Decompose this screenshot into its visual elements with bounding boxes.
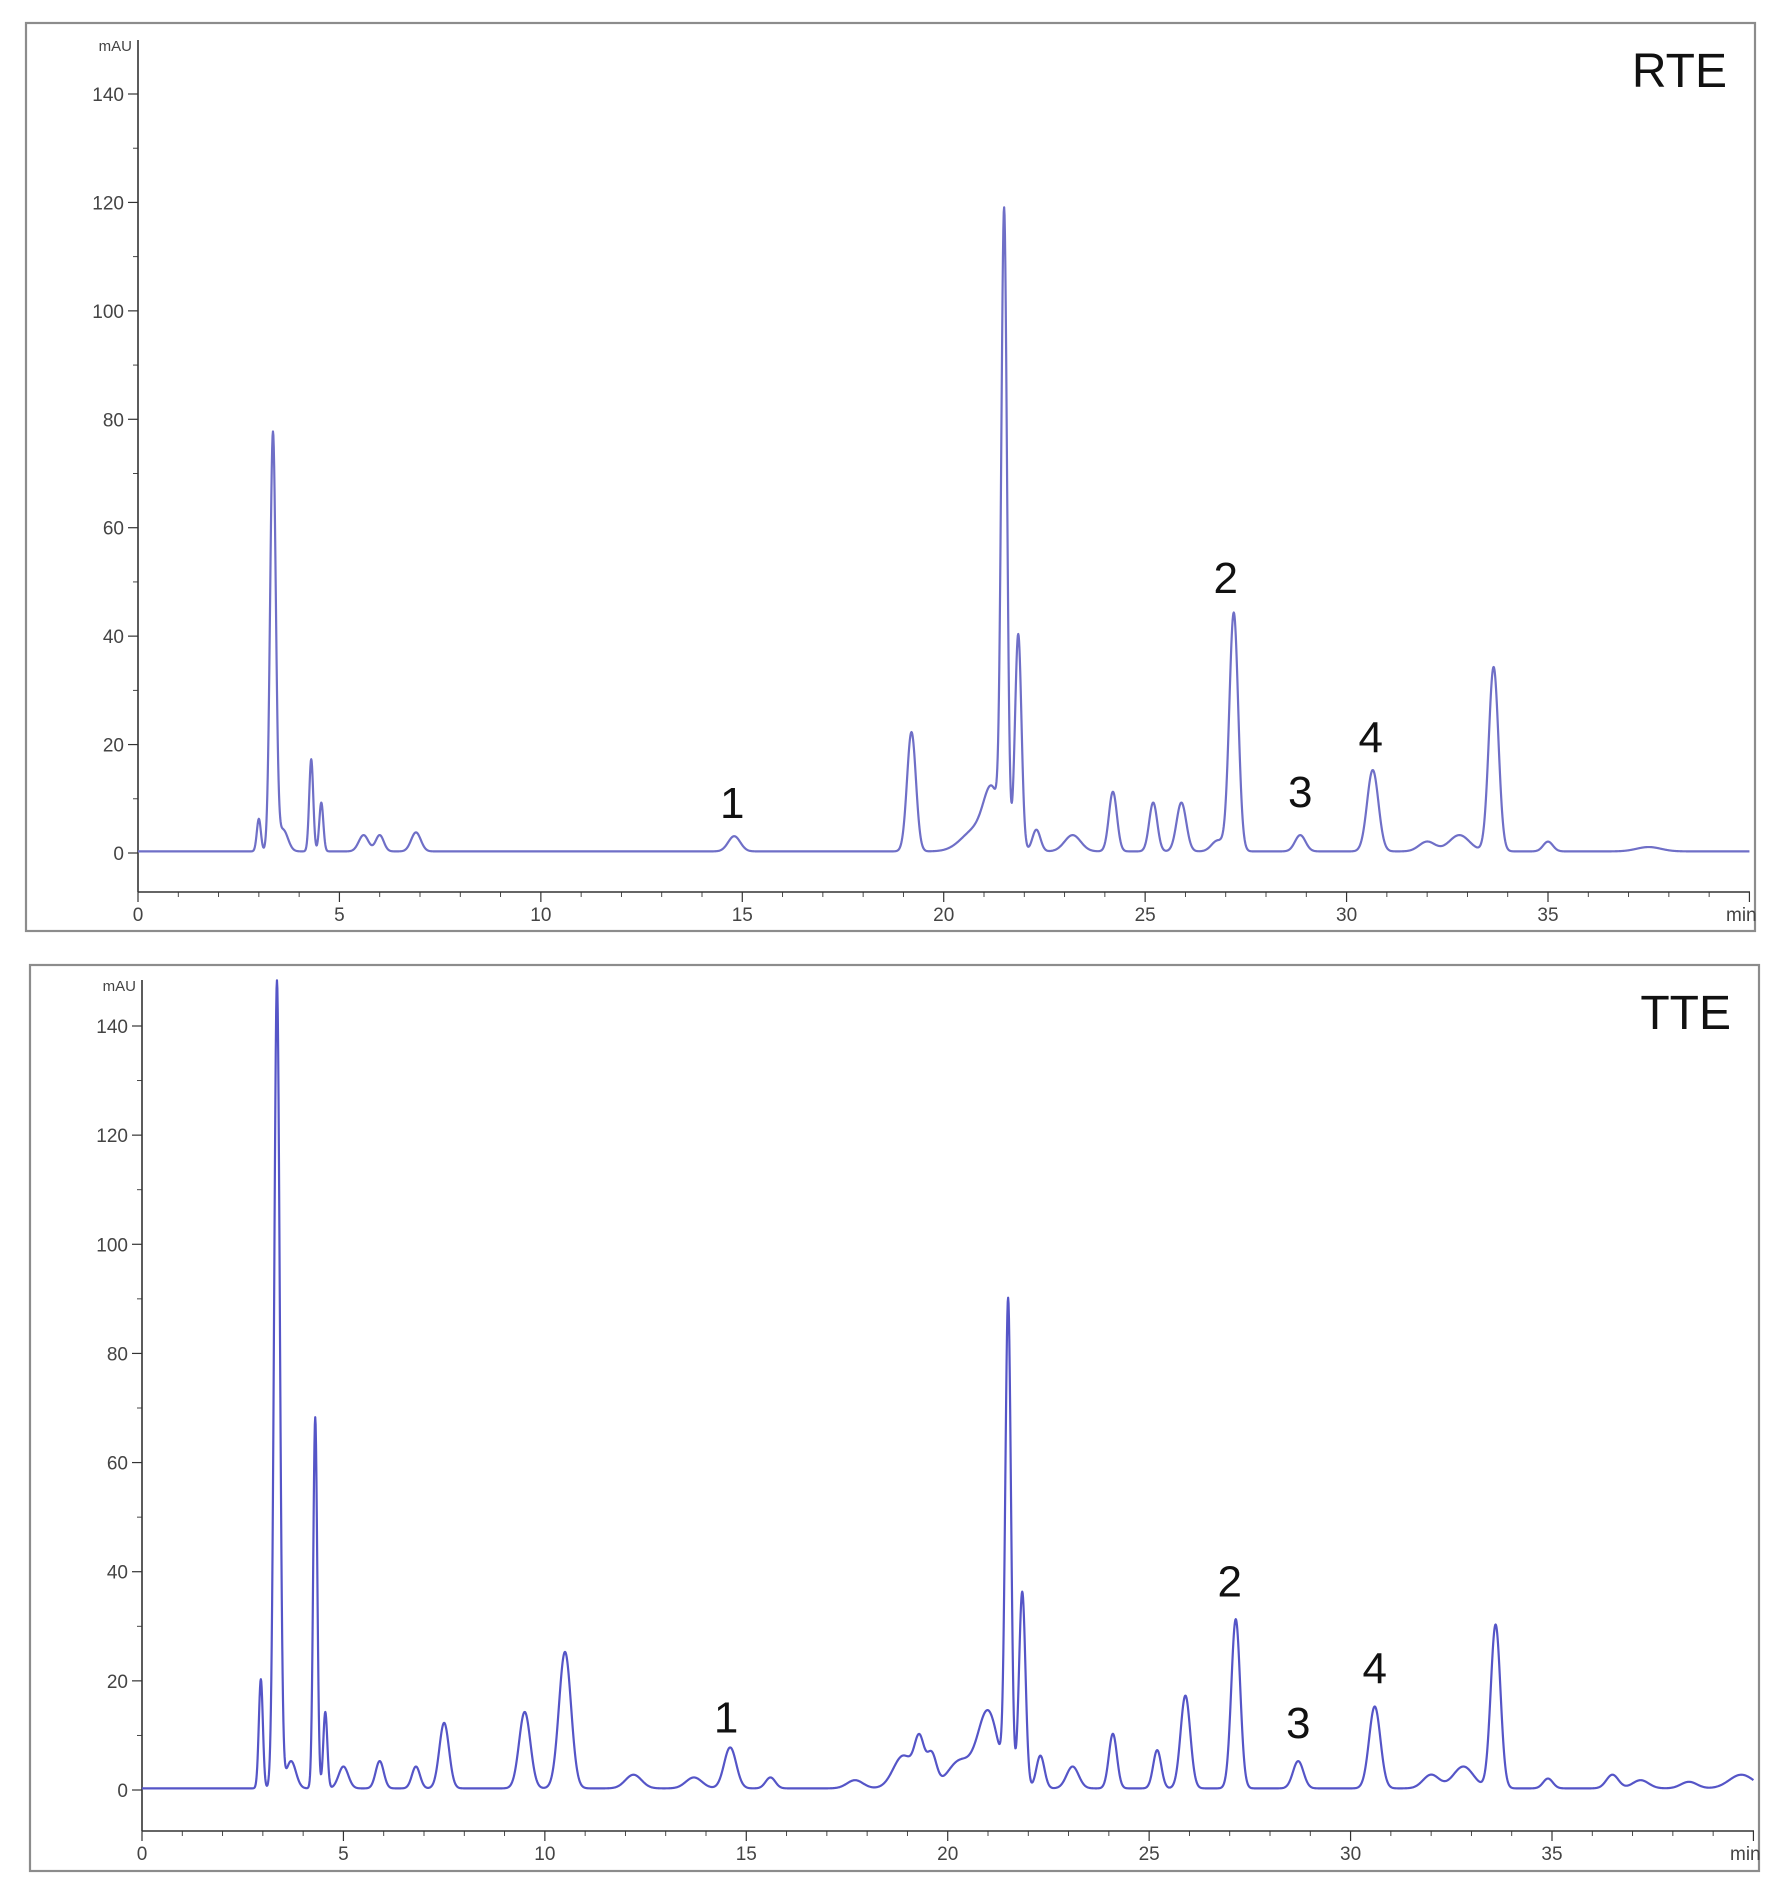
x-tick-label: 5 <box>338 1844 349 1865</box>
y-tick-label: 60 <box>103 519 124 540</box>
chromatogram-trace <box>137 206 1751 853</box>
panel-title: TTE <box>1640 987 1731 1040</box>
y-unit-label: mAU <box>99 38 132 55</box>
chromatogram-panel-rte: 0 20 40 60 80 100 120 140 mAU 0 5 10 15 20 25 30 35 min RT… <box>24 21 1757 933</box>
y-tick-label: 0 <box>117 1781 128 1802</box>
x-unit-label: min <box>1726 905 1757 926</box>
x-tick-label: 20 <box>933 905 954 926</box>
y-tick-label: 20 <box>103 736 124 757</box>
y-tick-label: 80 <box>103 410 124 431</box>
chromatogram-panel-tte: 0 20 40 60 80 100 120 140 mAU 0 5 10 15 20 25 30 35 min TT… <box>28 963 1761 1873</box>
y-tick-label: 100 <box>92 302 124 323</box>
x-tick-label: 15 <box>732 905 753 926</box>
y-tick-label: 140 <box>96 1017 128 1038</box>
peak-label: 1 <box>714 1694 738 1743</box>
peak-label: 2 <box>1217 1557 1241 1606</box>
panel-frame <box>24 21 1757 933</box>
y-tick-label: 80 <box>107 1344 128 1365</box>
y-tick-label: 40 <box>107 1563 128 1584</box>
x-tick-label: 20 <box>937 1844 958 1865</box>
panel-frame <box>28 963 1761 1873</box>
x-tick-label: 35 <box>1541 1844 1562 1865</box>
y-tick-label: 140 <box>92 85 124 106</box>
y-tick-label: 60 <box>107 1454 128 1475</box>
y-tick-label: 100 <box>96 1235 128 1256</box>
x-tick-label: 30 <box>1336 905 1357 926</box>
chromatogram-trace <box>141 979 1755 1790</box>
x-tick-label: 35 <box>1537 905 1558 926</box>
x-unit-label: min <box>1730 1844 1761 1865</box>
x-tick-label: 25 <box>1135 905 1156 926</box>
panel-title: RTE <box>1632 45 1727 98</box>
peak-label: 2 <box>1213 554 1237 603</box>
y-tick-label: 20 <box>107 1672 128 1693</box>
x-tick-label: 10 <box>530 905 551 926</box>
x-tick-label: 25 <box>1139 1844 1160 1865</box>
y-tick-label: 0 <box>113 844 124 865</box>
peak-label: 3 <box>1286 1699 1310 1748</box>
x-tick-label: 10 <box>534 1844 555 1865</box>
x-tick-label: 30 <box>1340 1844 1361 1865</box>
y-unit-label: mAU <box>103 978 136 995</box>
y-tick-label: 40 <box>103 627 124 648</box>
y-tick-label: 120 <box>92 193 124 214</box>
x-tick-label: 0 <box>133 905 144 926</box>
peak-label: 3 <box>1288 768 1312 817</box>
x-tick-label: 0 <box>137 1844 148 1865</box>
peak-label: 1 <box>720 779 744 828</box>
peak-label: 4 <box>1363 1645 1387 1694</box>
y-tick-label: 120 <box>96 1126 128 1147</box>
x-tick-label: 15 <box>736 1844 757 1865</box>
x-tick-label: 5 <box>334 905 345 926</box>
peak-label: 4 <box>1359 714 1383 763</box>
